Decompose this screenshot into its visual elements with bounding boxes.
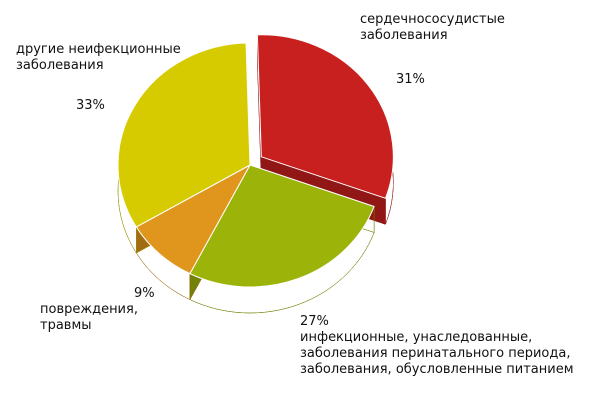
slice [256,34,394,199]
slice-name: сердечнососудистые заболевания [360,12,505,43]
value-label: 9% [134,286,155,301]
slice-name: инфекционные, унаследованные, заболевани… [300,330,574,377]
value-label: 33% [76,98,105,113]
slice [117,42,251,228]
value-label: 31% [396,72,425,87]
slice-name: повреждения, травмы [40,302,138,333]
value-label: 27% [300,314,329,329]
slice-name: другие неифекционные заболевания [16,42,181,73]
slice [189,164,375,288]
